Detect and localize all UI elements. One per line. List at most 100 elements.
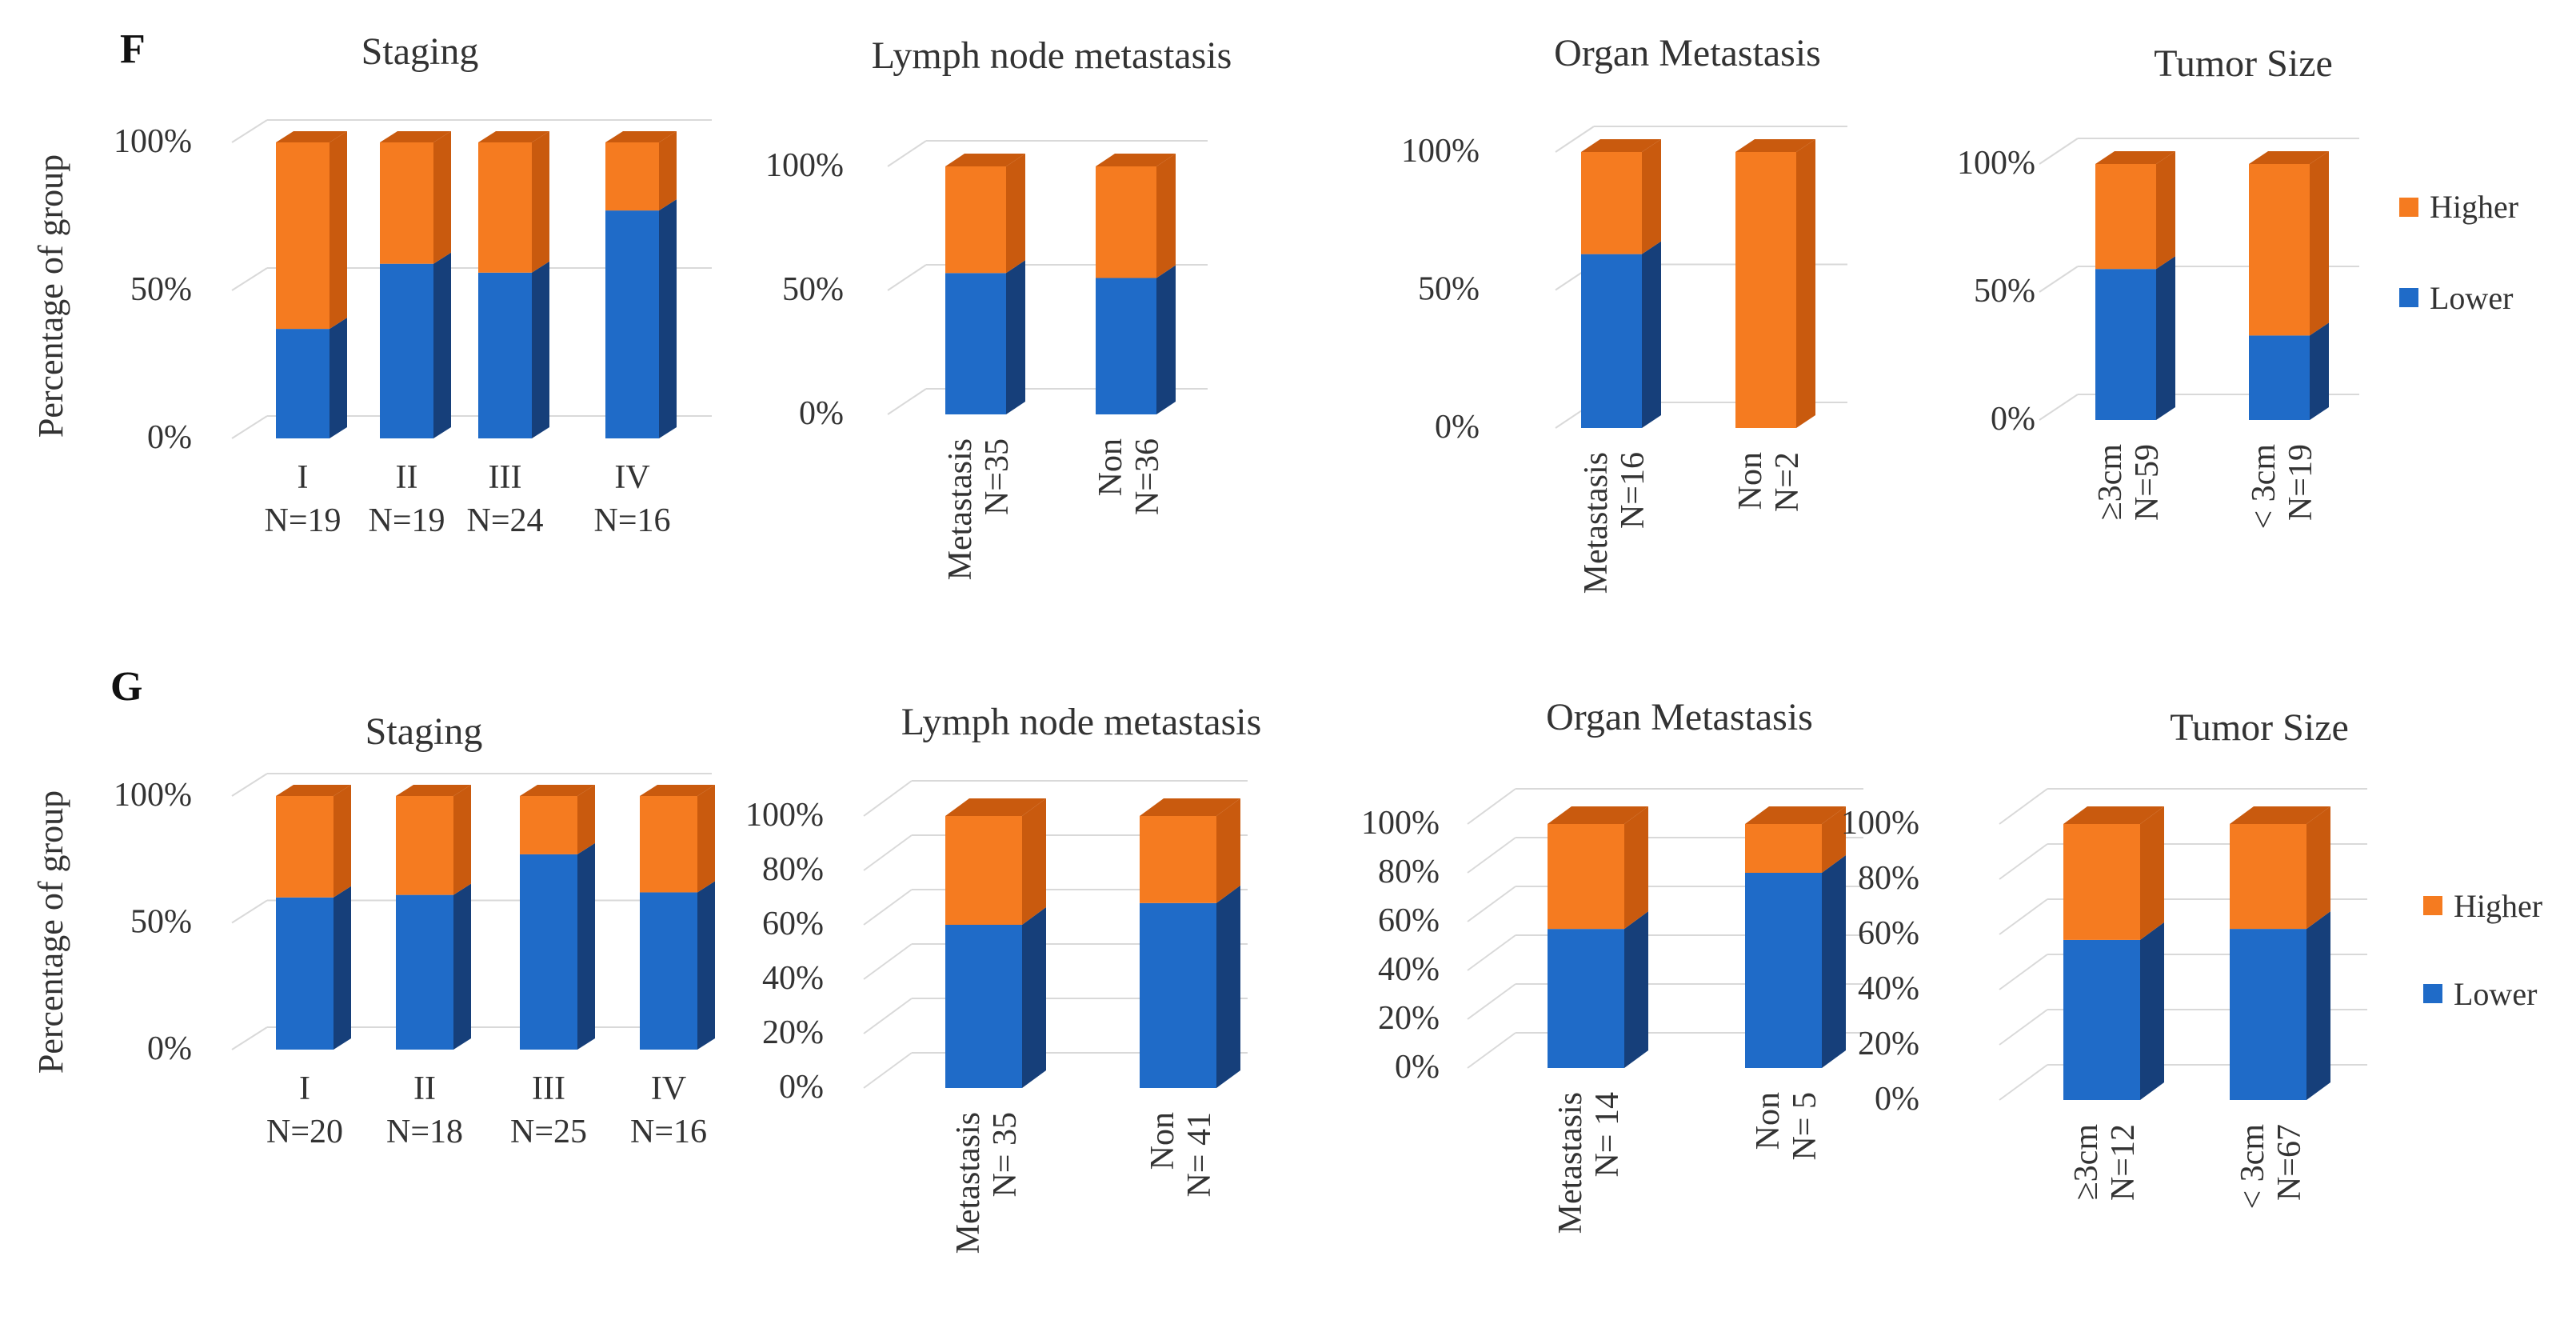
y-tick-label: 50% [1418,271,1480,308]
bar-lower [1745,873,1822,1068]
gridline-diagonal [1467,788,1516,825]
gridline-diagonal [231,119,268,143]
y-tick-label: 60% [762,906,824,942]
chart-title: Staging [361,30,479,73]
legend-label-higher: Higher [2430,189,2518,225]
x-category-label: Metastasis [942,438,979,580]
bar-higher-side [1022,798,1046,925]
y-tick-label: 50% [1974,273,2035,310]
y-tick-label: 0% [1991,401,2035,438]
bar-higher-side [2140,806,2164,940]
bar-higher-side [532,131,549,273]
gridline-diagonal [1467,837,1516,874]
bar-higher-side [1624,806,1648,930]
x-category-count: N=59 [2129,444,2166,521]
chart-1: Lymph node metastasis 0% 50% 100% Metastasis… [765,34,1232,580]
bar-lower-side [2310,322,2329,420]
bar-top [276,785,351,796]
y-tick-label: 0% [1395,1049,1440,1086]
y-tick-label: 0% [147,1030,192,1067]
x-category-count: N=19 [2282,444,2319,521]
legend-swatch-lower [2423,984,2442,1003]
y-tick-label: 100% [1957,145,2035,182]
x-category-count: N= 14 [1589,1092,1626,1178]
chart-title: Organ Metastasis [1554,32,1821,74]
bar-top [1745,806,1846,824]
bar-lower-side [1022,907,1046,1088]
bar-lower-side [453,883,471,1050]
bar-lower [945,925,1022,1088]
bar-lower [1096,278,1156,414]
bar-lower-side [1822,855,1846,1068]
bar-higher [1581,152,1642,254]
bar-lower-side [1624,911,1648,1068]
chart-title: Lymph node metastasis [872,34,1232,77]
bar-top [2095,151,2175,164]
bar-higher-side [1642,139,1661,254]
x-category-count: N=19 [368,502,445,539]
x-category-label: < 3cm [2235,1124,2271,1210]
x-category-label: < 3cm [2246,444,2282,530]
y-tick-label: 0% [1875,1081,1919,1118]
bar-lower [2249,335,2310,420]
gridline-diagonal [1999,1064,2048,1101]
bar-top [945,798,1046,816]
bar-higher [1745,824,1822,873]
x-category-count: N=67 [2271,1124,2308,1201]
x-category-label: Non [1732,452,1769,510]
gridline-diagonal [2039,138,2079,165]
x-category-label: ≥3cm [2092,444,2129,521]
x-category-label: I [299,1070,310,1107]
y-tick-label: 100% [1401,133,1480,170]
gridline-diagonal [231,773,268,797]
bar-higher [276,142,329,330]
legend-swatch-higher [2399,198,2418,217]
y-tick-label: 0% [799,395,844,432]
gridline-diagonal [863,780,913,817]
bar-higher-side [659,131,677,211]
x-category-label: Metastasis [950,1112,987,1254]
x-category-label: II [413,1070,436,1107]
y-tick-label: 100% [765,147,844,184]
bar-higher-side [333,785,351,898]
bar-top [1096,154,1176,166]
gridline-diagonal [863,834,913,871]
bar-top [1548,806,1648,824]
bar-top [2063,806,2164,824]
legend-f: Higher Lower [2399,189,2518,316]
bar-lower [2063,939,2140,1100]
bar-lower [640,892,697,1050]
chart-5: Lymph node metastasis 0% 20% 40% 60% 80% 100% M… [745,701,1261,1254]
chart-title: Tumor Size [2154,42,2333,85]
gridline-diagonal [1999,843,2048,880]
bar-lower-side [2306,911,2330,1100]
chart-title: Organ Metastasis [1546,696,1813,738]
bar-lower [1548,929,1624,1068]
y-tick-label: 40% [1858,970,1919,1007]
y-tick-label: 50% [130,904,192,941]
y-tick-label: 100% [1841,805,1919,842]
bar-lower-side [329,318,347,438]
x-category-count: N=19 [264,502,341,539]
gridline-diagonal [1467,886,1516,922]
legend-label-lower: Lower [2430,280,2513,316]
y-tick-label: 60% [1858,915,1919,952]
chart-2: Organ Metastasis 0% 50% 100% Metastasis N=16 N… [1401,32,1847,594]
legend-g: Higher Lower [2423,888,2542,1012]
bar-lower [1581,254,1642,428]
bar-lower [520,854,577,1050]
panel-label-g: G [110,664,142,710]
bar-higher [396,796,453,895]
x-category-label: Metastasis [1552,1092,1589,1234]
bar-higher [2063,824,2140,940]
x-category-label: I [298,459,309,496]
ylabel-f: Percentage of group [31,154,70,438]
bar-lower [2230,929,2306,1100]
x-category-count: N=16 [593,502,670,539]
x-category-count: N= 5 [1787,1092,1823,1161]
gridline-diagonal [1999,788,2048,825]
gridline-diagonal [231,267,268,291]
bar-higher [2249,164,2310,336]
y-tick-label: 20% [1858,1026,1919,1062]
